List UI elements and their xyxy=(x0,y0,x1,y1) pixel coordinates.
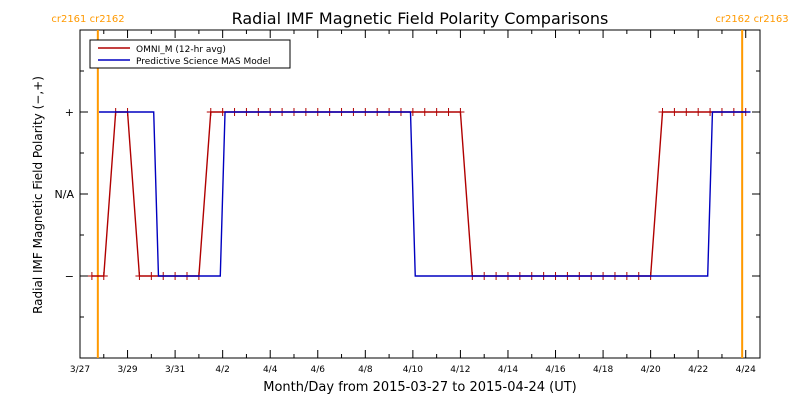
x-tick-label: 4/20 xyxy=(641,365,661,375)
x-tick-label: 4/16 xyxy=(545,365,565,375)
x-tick-label: 3/29 xyxy=(117,365,137,375)
x-tick-label: 4/18 xyxy=(593,365,613,375)
x-tick-label: 4/10 xyxy=(403,365,423,375)
legend: OMNI_M (12-hr avg) Predictive Science MAS… xyxy=(89,39,291,69)
omni-data-point xyxy=(670,108,679,116)
omni-data-point xyxy=(206,108,215,116)
x-tick-label: 4/12 xyxy=(450,365,470,375)
carrington-rotation-label: cr2161 cr2162 xyxy=(51,14,124,25)
omni-series-line xyxy=(91,111,746,277)
x-axis-label: Month/Day from 2015-03-27 to 2015-04-24 … xyxy=(263,380,576,395)
omni-data-point xyxy=(87,272,96,280)
omni-data-point xyxy=(135,272,144,280)
x-tick-label: 4/4 xyxy=(263,365,278,375)
chart-title: Radial IMF Magnetic Field Polarity Compa… xyxy=(232,9,609,28)
plot-area-border xyxy=(79,29,761,359)
omni-data-point xyxy=(99,272,108,280)
x-tick-label: 4/14 xyxy=(498,365,518,375)
y-tick-label: + xyxy=(65,106,74,119)
x-tick-label: 3/31 xyxy=(165,365,185,375)
carrington-rotation-label: cr2162 cr2163 xyxy=(715,14,788,25)
y-tick-label: − xyxy=(65,270,74,283)
omni-data-point xyxy=(420,108,429,116)
y-tick-label: N/A xyxy=(55,188,75,201)
y-axis-label: Radial IMF Magnetic Field Polarity (−,+) xyxy=(31,76,45,314)
x-tick-label: 4/22 xyxy=(688,365,708,375)
mas-model-series-line xyxy=(99,111,751,277)
omni-data-point xyxy=(444,108,453,116)
omni-data-point xyxy=(658,108,667,116)
omni-data-point xyxy=(432,108,441,116)
x-tick-label: 4/8 xyxy=(358,365,373,375)
omni-data-point xyxy=(694,108,703,116)
x-tick-label: 4/24 xyxy=(736,365,756,375)
x-tick-label: 4/2 xyxy=(215,365,229,375)
carrington-markers: cr2161 cr2162 cr2162 cr2163 xyxy=(51,14,789,358)
legend-entry-label: OMNI_M (12-hr avg) xyxy=(136,45,226,55)
omni-data-point xyxy=(147,272,156,280)
plot-frame xyxy=(79,29,761,359)
legend-box xyxy=(89,39,291,69)
omni-data-point xyxy=(682,108,691,116)
x-tick-label: 3/27 xyxy=(70,365,90,375)
omni-data-point xyxy=(456,108,465,116)
series-lines xyxy=(87,108,751,280)
x-tick-label: 4/6 xyxy=(311,365,326,375)
axis-ticks: 3/27 3/29 3/31 4/2 4/4 4/6 4/8 4/10 4/12 4/14 4/16… xyxy=(55,30,760,375)
legend-entry-label: Predictive Science MAS Model xyxy=(136,57,271,67)
